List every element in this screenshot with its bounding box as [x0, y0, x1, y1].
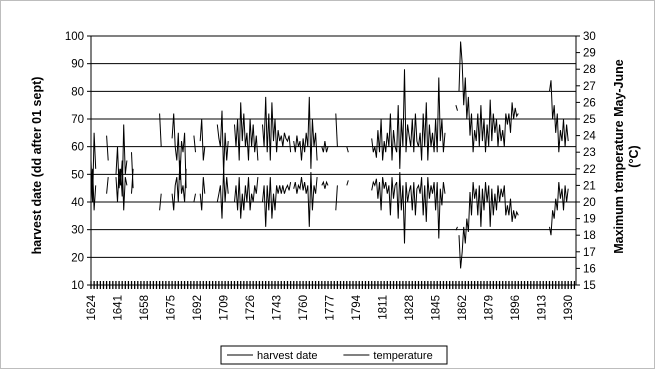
harvest-date-line	[321, 141, 329, 153]
temperature-line	[371, 172, 446, 244]
y2-axis-title: Maximum temperature May-June(°C)	[612, 59, 641, 254]
temperature-line	[199, 177, 206, 211]
temperature-line	[262, 177, 292, 227]
x-tick-label: 1624	[86, 294, 98, 320]
temperature-line	[549, 182, 569, 236]
temperature-line	[115, 160, 128, 211]
harvest-date-line	[193, 135, 196, 153]
y-tick-label: 100	[65, 31, 84, 43]
x-tick-label: 1641	[113, 295, 125, 321]
y2-tick-label: 30	[583, 31, 596, 43]
x-tick-label: 1777	[325, 295, 337, 321]
x-tick-label: 1896	[510, 295, 522, 321]
y-tick-label: 50	[71, 169, 84, 181]
y2-tick-label: 17	[583, 247, 596, 259]
temperature-line	[216, 168, 229, 219]
x-tick-label: 1726	[245, 295, 257, 321]
temperature-line	[321, 180, 329, 189]
y2-tick-label: 24	[583, 131, 596, 143]
y-tick-label: 70	[71, 114, 84, 126]
temperature-line	[106, 177, 109, 194]
y2-tick-label: 15	[583, 280, 596, 292]
y2-tick-label: 20	[583, 197, 596, 209]
y-tick-label: 80	[71, 86, 84, 98]
y-axis-title: harvest date (dd after 01 sept)	[30, 77, 44, 255]
y-tick-label: 20	[71, 252, 84, 264]
legend-box	[220, 345, 448, 365]
temperature-line	[458, 182, 519, 269]
x-tick-label: 1828	[404, 295, 416, 321]
legend-label: harvest date	[257, 350, 318, 362]
harvest-date-line	[171, 113, 187, 189]
y2-tick-label: 23	[583, 147, 596, 159]
harvest-date-line	[455, 105, 458, 111]
x-tick-label: 1913	[537, 295, 549, 321]
y2-tick-label: 18	[583, 230, 596, 242]
x-tick-label: 1760	[298, 295, 310, 321]
y-tick-label: 30	[71, 225, 84, 237]
y-tick-label: 40	[71, 197, 84, 209]
harvest-date-line	[458, 41, 519, 153]
y2-tick-label: 26	[583, 97, 596, 109]
harvest-date-line	[106, 135, 109, 161]
y2-tick-label: 16	[583, 263, 596, 275]
harvest-date-line	[549, 80, 569, 153]
series-lines	[90, 41, 569, 269]
temperature-line	[193, 193, 196, 203]
y-tick-label: 10	[71, 280, 84, 292]
harvest-date-line	[234, 102, 259, 161]
harvest-date-line	[131, 152, 134, 189]
y2-tick-label: 27	[583, 81, 596, 93]
temperature-line	[346, 180, 349, 186]
harvest-date-line	[115, 124, 128, 197]
harvest-date-line	[346, 146, 349, 153]
temperature-line	[159, 193, 162, 211]
axes	[87, 35, 580, 289]
x-tick-label: 1743	[272, 295, 284, 321]
legend-label: temperature	[373, 350, 432, 362]
harvest-date-line	[335, 113, 338, 147]
gridlines	[91, 35, 576, 258]
x-tick-label: 1811	[378, 295, 390, 320]
x-tick-label: 1658	[139, 295, 151, 321]
temperature-line	[335, 185, 338, 211]
y2-tick-label: 19	[583, 214, 596, 226]
y2-tick-label: 21	[583, 180, 596, 192]
x-tick-label: 1692	[192, 295, 204, 321]
temperature-line	[455, 226, 458, 231]
harvest-date-line	[159, 113, 162, 147]
temperature-line	[171, 160, 187, 211]
y2-tick-label: 28	[583, 64, 596, 76]
y2-tick-label: 22	[583, 164, 596, 176]
temperature-line	[293, 172, 318, 227]
y2-tick-label: 29	[583, 48, 596, 60]
harvest-date-line	[371, 69, 446, 169]
x-tick-label: 1862	[457, 295, 469, 321]
harvest-date-line	[293, 96, 318, 169]
y-tick-label: 90	[71, 59, 84, 71]
x-tick-label: 1675	[166, 295, 178, 321]
temperature-line	[131, 168, 134, 194]
x-tick-label: 1794	[351, 294, 363, 320]
axis-labels: 10 20 30 40 50 60 70 80 90 100 15 16 17 18 19 20 21 22 23 2…	[30, 31, 641, 321]
temperature-line	[90, 168, 97, 211]
x-tick-label: 1845	[431, 295, 443, 321]
x-tick-label: 1709	[219, 295, 231, 321]
legend: harvest date temperature	[220, 345, 448, 365]
temperature-line	[234, 177, 259, 219]
y-tick-label: 60	[71, 142, 84, 154]
harvest-date-line	[262, 96, 292, 161]
x-tick-label: 1879	[484, 295, 496, 321]
y2-tick-label: 25	[583, 114, 596, 126]
harvest-date-line	[199, 118, 206, 161]
harvest-date-line	[216, 110, 229, 175]
x-tick-label: 1930	[563, 295, 575, 321]
